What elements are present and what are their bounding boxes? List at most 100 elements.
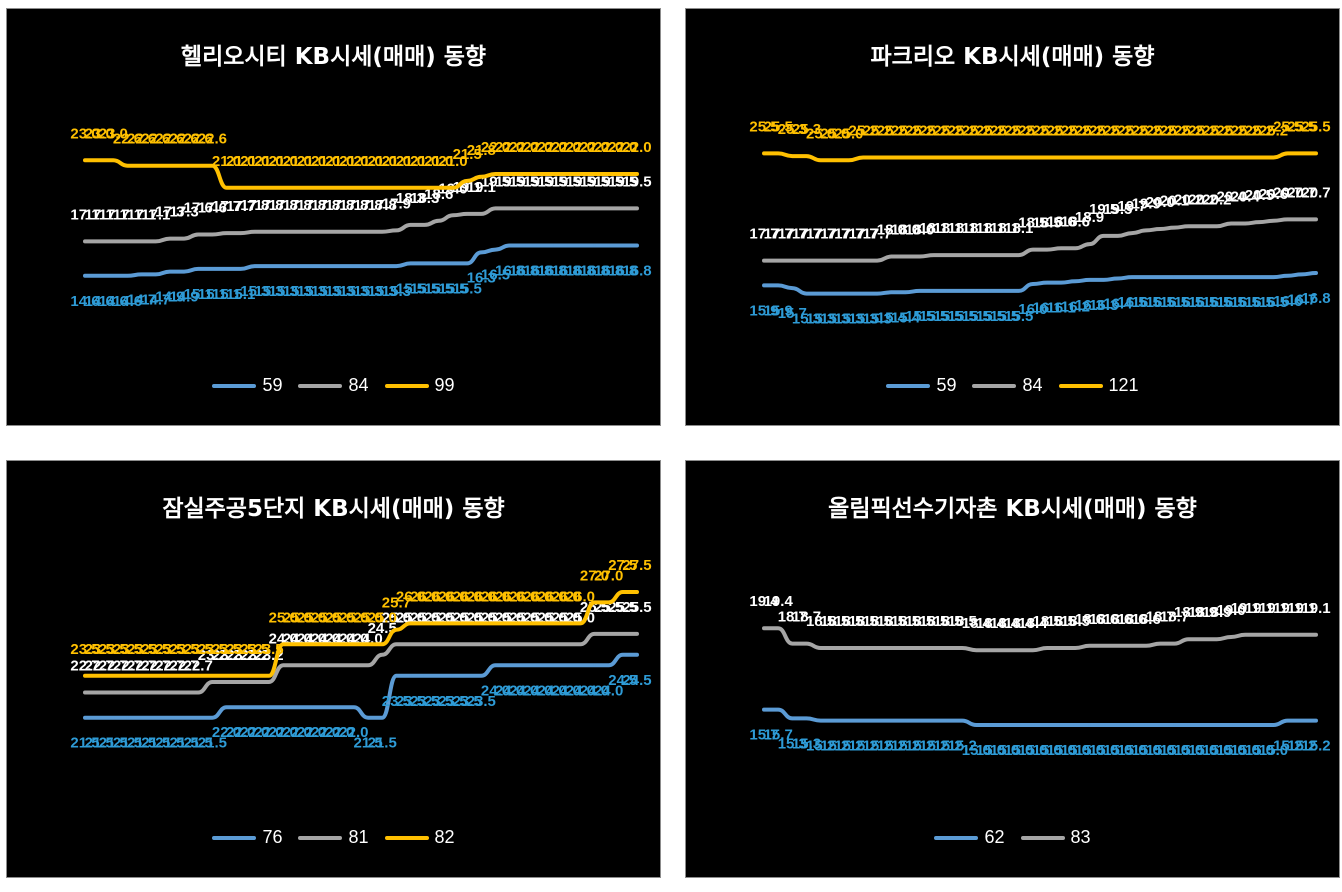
data-point-76-16: [310, 705, 313, 709]
data-point-81-14: [281, 663, 285, 667]
data-point-84-39: [1314, 217, 1318, 221]
data-point-99-6: [168, 164, 172, 168]
data-point-76-37: [607, 663, 611, 667]
data-point-84-14: [281, 230, 285, 234]
data-label-82-0: 23.5: [70, 641, 99, 658]
chart-plot: 15.915.915.715.315.315.315.315.315.315.4…: [749, 118, 1330, 328]
data-point-62-17: [1003, 723, 1007, 727]
data-label-76-23: 23.5: [396, 693, 425, 710]
data-label-76-29: 24.0: [481, 682, 510, 699]
data-point-82-0: [83, 674, 87, 678]
data-label-99-7: 22.6: [169, 131, 198, 148]
data-point-62-32: [1215, 723, 1219, 727]
data-point-121-30: [1187, 156, 1191, 159]
data-point-76-11: [239, 705, 243, 709]
data-label-76-22: 23.5: [382, 693, 411, 710]
data-label-76-34: 24.0: [552, 682, 581, 699]
data-point-83-35: [1257, 633, 1261, 637]
data-label-121-8: 25.2: [863, 123, 892, 140]
data-point-62-31: [1201, 723, 1205, 727]
data-point-59-19: [1031, 282, 1035, 286]
data-label-84-23: 18.9: [1075, 209, 1104, 226]
data-label-121-39: 25.5: [1301, 118, 1330, 135]
data-label-99-22: 21.0: [382, 153, 411, 170]
data-point-84-5: [833, 259, 837, 263]
data-point-59-21: [1059, 281, 1063, 285]
data-point-76-18: [338, 705, 342, 709]
data-label-121-30: 25.2: [1174, 123, 1203, 140]
data-point-84-33: [1229, 222, 1233, 225]
data-label-84-26: 19.7: [1117, 198, 1146, 215]
data-label-81-2: 22.7: [99, 658, 128, 675]
data-point-83-3: [805, 642, 808, 646]
data-point-84-11: [918, 255, 922, 258]
data-label-59-39: 16.8: [622, 263, 651, 280]
data-label-83-13: 18.5: [933, 613, 962, 630]
data-label-99-21: 21.0: [368, 153, 397, 170]
data-point-81-1: [97, 691, 101, 694]
data-label-82-30: 26.0: [495, 588, 524, 605]
data-label-62-12: 15.2: [919, 738, 948, 755]
data-point-84-38: [621, 206, 625, 210]
data-label-62-39: 15.2: [1301, 738, 1330, 755]
data-label-84-24: 19.5: [1089, 201, 1118, 218]
data-label-76-7: 21.5: [169, 735, 198, 752]
data-label-82-16: 25.0: [297, 609, 326, 626]
data-point-84-12: [932, 253, 936, 257]
data-point-59-0: [762, 283, 766, 287]
data-point-62-18: [1017, 723, 1021, 727]
series-line-99: [83, 158, 639, 190]
data-label-82-38: 27.5: [608, 557, 637, 574]
data-label-84-19: 17.8: [339, 197, 368, 214]
data-point-121-24: [1102, 156, 1106, 159]
data-label-82-1: 23.5: [85, 641, 114, 658]
data-point-82-12: [253, 674, 257, 678]
data-label-84-8: 17.7: [863, 226, 892, 243]
data-label-99-18: 21.0: [325, 153, 354, 170]
data-point-82-36: [593, 600, 596, 604]
data-label-59-32: 16.5: [1202, 294, 1231, 311]
data-point-82-9: [210, 674, 214, 678]
data-point-81-2: [111, 691, 115, 694]
data-point-82-31: [522, 621, 526, 625]
data-label-62-1: 15.7: [764, 727, 793, 744]
data-point-76-23: [409, 674, 412, 678]
legend-label: 76: [262, 827, 283, 847]
data-label-59-35: 16.8: [566, 263, 595, 280]
data-point-84-39: [635, 206, 639, 210]
data-point-59-31: [522, 244, 526, 247]
data-label-82-33: 26.0: [537, 588, 566, 605]
data-point-121-28: [1158, 156, 1162, 159]
data-point-59-27: [1144, 275, 1148, 279]
data-label-59-8: 15.3: [863, 311, 892, 328]
data-point-59-6: [847, 292, 851, 296]
data-point-121-16: [989, 156, 992, 159]
data-point-99-7: [182, 164, 186, 168]
data-point-99-31: [522, 172, 526, 176]
legend-swatch: [212, 835, 257, 840]
data-label-99-14: 21.0: [269, 153, 298, 170]
data-label-59-29: 16.5: [481, 267, 510, 284]
data-point-59-36: [1272, 275, 1275, 279]
data-label-62-8: 15.2: [863, 738, 892, 755]
data-point-99-14: [281, 186, 285, 190]
data-point-83-32: [1215, 637, 1219, 641]
data-point-84-8: [196, 233, 200, 236]
data-point-121-27: [1144, 156, 1148, 159]
data-point-62-37: [1286, 719, 1290, 723]
data-point-59-9: [210, 267, 214, 271]
data-label-62-6: 15.2: [834, 738, 863, 755]
data-point-84-9: [210, 233, 214, 236]
legend-label: 99: [434, 375, 455, 395]
data-label-84-7: 17.3: [169, 204, 198, 221]
data-point-81-29: [494, 642, 497, 646]
data-label-84-23: 18.3: [396, 190, 425, 207]
data-point-82-17: [324, 642, 328, 646]
data-point-83-6: [847, 646, 851, 650]
data-label-81-3: 22.7: [113, 658, 142, 675]
data-label-83-21: 18.5: [1047, 613, 1076, 630]
data-label-59-13: 15.3: [254, 283, 283, 300]
data-label-83-3: 18.7: [792, 609, 821, 626]
data-point-62-10: [904, 719, 907, 723]
data-label-84-21: 18.6: [1047, 213, 1076, 230]
